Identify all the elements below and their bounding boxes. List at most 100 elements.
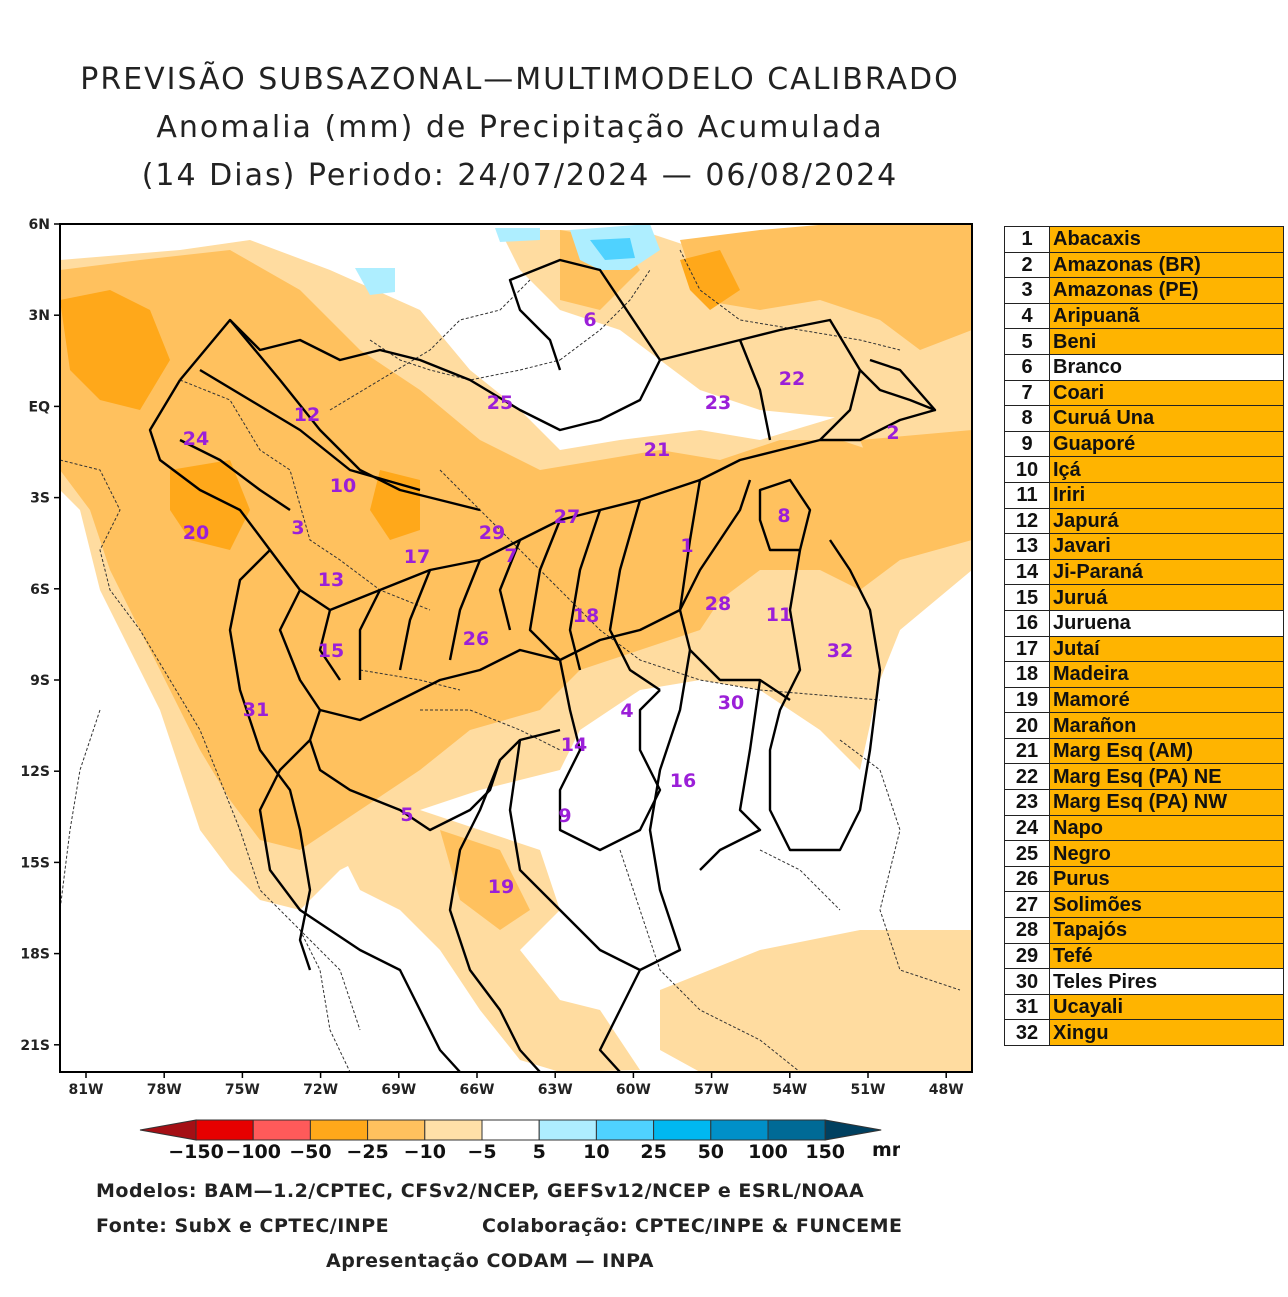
lat-label: 18S <box>20 947 50 963</box>
basin-legend-number: 25 <box>1004 840 1050 867</box>
basin-legend-name: Coari <box>1049 379 1284 407</box>
basin-legend-number: 23 <box>1004 789 1050 816</box>
lat-label: 21S <box>20 1038 50 1054</box>
colorbar-tick-label: 150 <box>805 1141 845 1163</box>
basin-boundaries <box>148 258 937 1072</box>
colorbar-tick-label: 100 <box>748 1141 788 1163</box>
basin-legend-name: Juruena <box>1049 609 1284 637</box>
lon-label: 69W <box>381 1082 416 1098</box>
anomaly-medium-north <box>680 224 972 350</box>
basin-legend-row: 30 Teles Pires <box>1004 968 1284 995</box>
lon-label: 72W <box>303 1082 338 1098</box>
anomaly-medium-south <box>440 830 530 930</box>
basin-number-label: 29 <box>479 522 505 544</box>
basin-legend-name: Iriri <box>1049 481 1284 509</box>
basin-legend-name: Xingu <box>1049 1019 1284 1046</box>
lon-label: 78W <box>147 1082 182 1098</box>
basin-number-label: 16 <box>670 770 696 792</box>
basin-legend-number: 13 <box>1004 533 1050 560</box>
basin-number-label: 9 <box>558 805 571 827</box>
basin-legend-name: Napo <box>1049 814 1284 842</box>
colorbar-tick-label: 5 <box>533 1141 546 1163</box>
basin-legend-name: Marañon <box>1049 712 1284 739</box>
colorbar-tick-label: −10 <box>404 1141 446 1163</box>
basin-number-label: 8 <box>777 505 790 527</box>
basin-legend-number: 14 <box>1004 558 1050 586</box>
basin-number-label: 14 <box>561 734 587 756</box>
basin-number-label: 27 <box>554 506 580 528</box>
basin-legend-row: 28 Tapajós <box>1004 917 1284 944</box>
basin-legend-name: Guaporé <box>1049 430 1284 458</box>
basin-legend-number: 3 <box>1004 277 1050 304</box>
basin-legend-name: Ji-Paraná <box>1049 558 1284 586</box>
basin-legend-row: 29 Tefé <box>1004 942 1284 970</box>
colorbar-tick-label: −50 <box>289 1141 331 1163</box>
basin-legend-row: 18 Madeira <box>1004 661 1284 688</box>
colorbar-right-arrow <box>824 1119 882 1141</box>
basin-legend-name: Amazonas (BR) <box>1049 251 1284 279</box>
colorbar-left-arrow <box>139 1119 197 1141</box>
lat-label: 6N <box>29 217 50 233</box>
basin-legend-name: Içá <box>1049 456 1284 483</box>
lon-label: 48W <box>929 1082 964 1098</box>
colorbar-box <box>653 1119 712 1141</box>
basin-legend-number: 19 <box>1004 686 1050 714</box>
basin-legend-number: 27 <box>1004 891 1050 919</box>
basin-legend-name: Marg Esq (PA) NW <box>1049 789 1284 816</box>
colorbar-tick-label: 25 <box>640 1141 666 1163</box>
basin-legend-number: 21 <box>1004 737 1050 765</box>
colorbar-box <box>367 1119 426 1141</box>
colorbar-tick-label: −5 <box>467 1141 496 1163</box>
anomaly-medium-east <box>860 430 972 540</box>
colorbar-box <box>309 1119 369 1141</box>
lon-label: 51W <box>851 1082 886 1098</box>
basin-legend-row: 10 Içá <box>1004 456 1284 483</box>
basin-legend-number: 30 <box>1004 968 1050 995</box>
basin-legend-number: 2 <box>1004 251 1050 279</box>
basin-number-label: 20 <box>183 522 209 544</box>
basin-legend-number: 17 <box>1004 635 1050 663</box>
lon-label: 81W <box>69 1082 104 1098</box>
anomaly-blue-4 <box>495 228 540 242</box>
basin-legend-name: Mamoré <box>1049 686 1284 714</box>
basin-legend-row: 1 Abacaxis <box>1004 226 1284 253</box>
basin-number-label: 3 <box>291 517 304 539</box>
basin-legend-number: 15 <box>1004 584 1050 611</box>
colorbar-unit: mm <box>872 1139 900 1161</box>
basin-legend-number: 4 <box>1004 302 1050 330</box>
basin-legend-row: 3 Amazonas (PE) <box>1004 277 1284 304</box>
basin-number-label: 28 <box>705 593 731 615</box>
lon-label: 60W <box>616 1082 651 1098</box>
map-period: (14 Dias) Periodo: 24/07/2024 — 06/08/20… <box>141 158 899 193</box>
lon-label: 66W <box>460 1082 495 1098</box>
precipitation-anomaly-map: 6N 3N EQ 3S 6S 9S 12S 15S 18S 21S 81W 78W 75W 72W 69W… <box>20 217 973 1098</box>
lat-label: EQ <box>29 399 51 415</box>
basin-number-label: 30 <box>718 692 744 714</box>
colorbar-box <box>538 1119 597 1141</box>
basin-number-label: 17 <box>404 546 430 568</box>
basin-legend-name: Marg Esq (PA) NE <box>1049 763 1284 791</box>
colorbar-box <box>595 1119 655 1141</box>
colorbar-tick-label: 50 <box>698 1141 724 1163</box>
basin-legend-row: 4 Aripuanã <box>1004 302 1284 330</box>
basin-legend-row: 15 Juruá <box>1004 584 1284 611</box>
lon-label: 57W <box>694 1082 729 1098</box>
basin-legend-name: Japurá <box>1049 507 1284 535</box>
colorbar-tick-label: 10 <box>583 1141 609 1163</box>
basin-legend-number: 9 <box>1004 430 1050 458</box>
basin-legend-name: Madeira <box>1049 661 1284 688</box>
credit-collaboration: Colaboração: CPTEC/INPE & FUNCEME <box>482 1215 903 1237</box>
basin-legend-row: 16 Juruena <box>1004 609 1284 637</box>
latitude-axis: 6N 3N EQ 3S 6S 9S 12S 15S 18S 21S <box>20 217 60 1054</box>
basin-number-label: 31 <box>243 699 269 721</box>
political-boundaries <box>60 249 961 1072</box>
basin-legend-number: 18 <box>1004 661 1050 688</box>
basin-legend-name: Aripuanã <box>1049 302 1284 330</box>
lat-label: 3N <box>29 308 50 324</box>
colorbar: −150−100 −50 −25 −10 −5 5 10 25 50 100 150 mm <box>139 1119 900 1163</box>
credit-models: Modelos: BAM—1.2/CPTEC, CFSv2/NCEP, GEFS… <box>96 1180 865 1202</box>
lon-label: 63W <box>538 1082 573 1098</box>
anomaly-blue-2 <box>590 238 635 260</box>
basin-legend-row: 19 Mamoré <box>1004 686 1284 714</box>
basin-legend-name: Ucayali <box>1049 993 1284 1021</box>
